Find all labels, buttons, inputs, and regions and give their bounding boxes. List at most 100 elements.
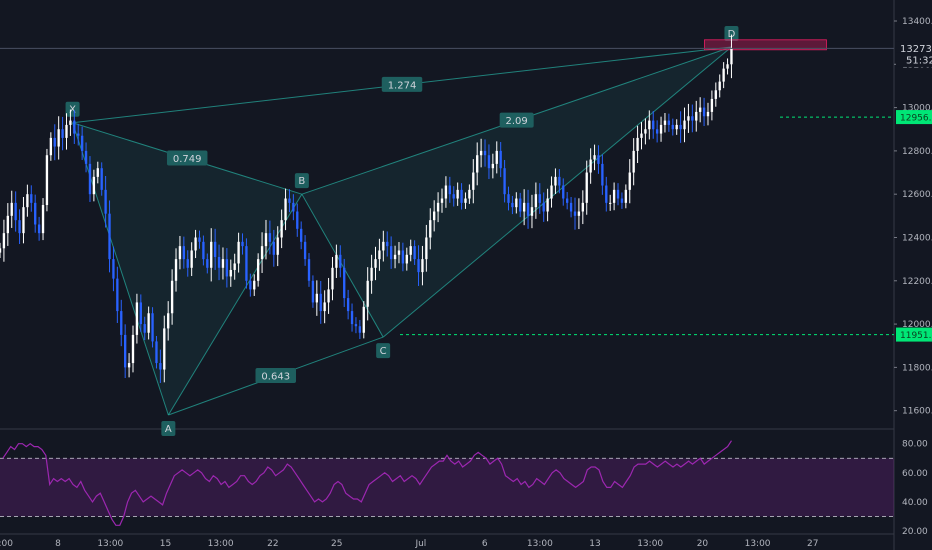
candle-body bbox=[683, 120, 686, 130]
pattern-ratio-label: 0.643 bbox=[261, 372, 290, 383]
pattern-ratio-box bbox=[381, 76, 423, 92]
pattern-ratio-label: 1.274 bbox=[388, 80, 417, 91]
pattern-point-box bbox=[376, 343, 391, 359]
time-tick-label: 25 bbox=[331, 539, 342, 549]
candle-body bbox=[491, 163, 495, 169]
candle-body bbox=[499, 150, 502, 169]
candle-body bbox=[522, 202, 526, 212]
candle-body bbox=[315, 293, 319, 303]
pattern-leg-ab bbox=[167, 193, 303, 416]
candle-body bbox=[468, 189, 471, 199]
candle-body bbox=[217, 256, 221, 268]
candle-body bbox=[296, 211, 299, 229]
candle-body bbox=[288, 198, 291, 203]
candle-body bbox=[585, 172, 588, 203]
candle-body bbox=[350, 311, 354, 325]
candle-body bbox=[327, 289, 330, 303]
pattern-ratio-label: 0.749 bbox=[173, 154, 202, 165]
candle-body bbox=[648, 120, 651, 130]
candle-body bbox=[401, 250, 405, 264]
candle-body bbox=[26, 194, 29, 208]
price-tags: 13273.451:32 12956.2 11951.5 bbox=[0, 41, 932, 342]
candle-body bbox=[433, 211, 436, 221]
grid bbox=[0, 0, 895, 550]
candle-body bbox=[405, 254, 408, 264]
price-tick-label: 11600.0 bbox=[902, 407, 932, 417]
candle-body bbox=[397, 250, 401, 255]
candle-body bbox=[362, 306, 365, 333]
price-tick-label: 12200.0 bbox=[902, 277, 932, 287]
candle-body bbox=[503, 168, 506, 195]
candle-body bbox=[515, 198, 518, 208]
candle-body bbox=[609, 202, 612, 204]
level-price-box bbox=[896, 327, 932, 342]
candle-body bbox=[374, 259, 377, 268]
candle-body bbox=[620, 198, 624, 203]
candle-body bbox=[389, 246, 393, 260]
candle-body bbox=[213, 241, 217, 257]
candle-body bbox=[663, 120, 667, 125]
candle-body bbox=[346, 298, 350, 312]
candle-body bbox=[284, 198, 287, 221]
candle-body bbox=[49, 137, 53, 156]
candle-body bbox=[249, 280, 252, 290]
rsi-tick-label: 60.00 bbox=[902, 469, 928, 479]
candle-body bbox=[542, 202, 545, 212]
candle-body bbox=[464, 198, 467, 203]
candle-body bbox=[597, 155, 600, 164]
pattern-ratio-box bbox=[166, 150, 208, 166]
current-price-label: 13273.4 bbox=[900, 44, 932, 55]
harmonic-pattern[interactable]: 1.274 0.749 2.09 0.643 X A B C D bbox=[65, 25, 827, 437]
candle-body bbox=[695, 111, 698, 121]
candle-body bbox=[659, 124, 663, 134]
candle-body bbox=[671, 124, 674, 130]
candle-body bbox=[84, 150, 88, 164]
candle-body bbox=[487, 155, 491, 169]
candle-body bbox=[409, 246, 412, 255]
candle-body bbox=[41, 205, 45, 234]
candle-body bbox=[718, 81, 721, 91]
candle-body bbox=[577, 211, 581, 216]
time-tick-label: 0:00 bbox=[0, 539, 13, 549]
candle-body bbox=[331, 267, 334, 290]
candle-body bbox=[139, 302, 142, 325]
candle-body bbox=[280, 220, 283, 238]
time-tick-label: 22 bbox=[267, 539, 278, 549]
candle-body bbox=[526, 202, 530, 216]
candle-body bbox=[710, 98, 714, 112]
countdown-label: 51:32 bbox=[906, 55, 932, 66]
price-tick-label: 13000.0 bbox=[902, 104, 932, 114]
candle-body bbox=[116, 278, 119, 312]
time-tick-label: Jul bbox=[414, 539, 426, 549]
candle-body bbox=[245, 246, 248, 281]
pattern-point-label: A bbox=[165, 424, 172, 435]
pattern-triangle-xab bbox=[72, 122, 302, 416]
pattern-ratio-box bbox=[499, 112, 534, 128]
candle-body bbox=[18, 220, 21, 234]
candle-body bbox=[702, 107, 706, 117]
pattern-leg-bc bbox=[301, 193, 384, 338]
candle-body bbox=[127, 363, 131, 368]
candle-body bbox=[472, 172, 475, 190]
candle-body bbox=[92, 176, 96, 195]
candle-body bbox=[194, 237, 197, 251]
candle-body bbox=[73, 120, 76, 134]
candle-body bbox=[80, 135, 84, 151]
candle-body bbox=[233, 263, 236, 270]
candle-body bbox=[264, 233, 268, 247]
candle-body bbox=[436, 202, 440, 212]
d-zone-box bbox=[704, 39, 827, 51]
candle-body bbox=[57, 129, 60, 147]
candle-body bbox=[507, 194, 510, 203]
pattern-ratio-box bbox=[255, 368, 296, 384]
candle-body bbox=[170, 280, 174, 314]
candle-body bbox=[448, 185, 451, 195]
candle-body bbox=[687, 116, 690, 121]
candle-body bbox=[143, 324, 146, 333]
candle-body bbox=[339, 254, 342, 268]
candle-body bbox=[562, 185, 565, 199]
time-tick-label: 13:00 bbox=[527, 539, 553, 549]
candle-body bbox=[378, 250, 381, 260]
candle-body bbox=[476, 155, 479, 173]
